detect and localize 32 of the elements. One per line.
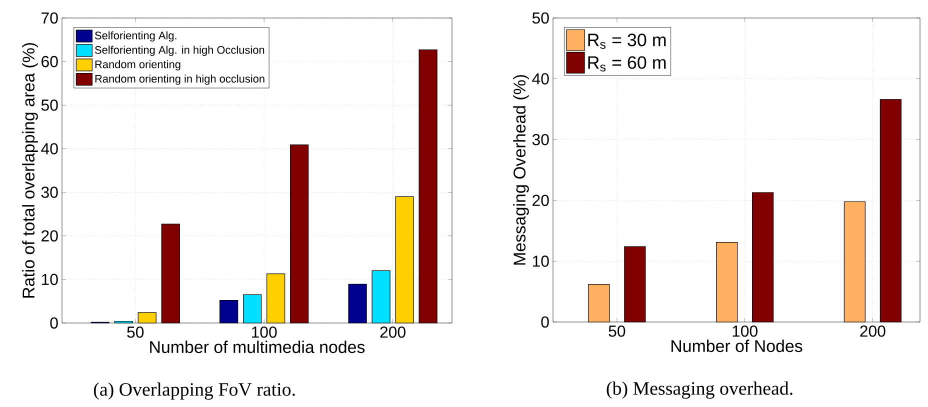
y-tick-label: 50 [532, 12, 549, 24]
x-tick-label: 50 [127, 326, 144, 338]
legend-label: Selforienting Alg. in high Occlusion [94, 46, 264, 56]
y-tick-label: 30 [41, 186, 58, 198]
x-axis-title: Number of multimedia nodes [150, 340, 365, 354]
y-tick-label: 0 [50, 317, 58, 329]
y-tick-label: 20 [532, 194, 549, 206]
text: (b) Messaging overhead. [606, 382, 792, 399]
x-tick-label: 200 [380, 326, 406, 338]
x-tick-label: 200 [860, 326, 886, 337]
x-axis-title: Number of Nodes [672, 340, 802, 352]
y-tick-label: 70 [42, 12, 58, 24]
legend-label: R$_{s}$ = 60 m [588, 56, 666, 72]
y-tick-label: 10 [42, 274, 58, 286]
y-tick-label: 40 [532, 73, 549, 84]
text: (a) Overlapping FoV ratio. [94, 382, 295, 400]
y-tick-label: 20 [42, 230, 58, 242]
y-axis-title: Messaging Overhead (%) [513, 75, 529, 265]
y-tick-label: 60 [42, 56, 58, 68]
y-tick-label: 30 [532, 134, 549, 146]
legend-label: R$_{s}$ = 30 m [588, 34, 666, 49]
legend-label: Random orienting in high occlusion [95, 74, 264, 85]
legend-label: Random orienting [95, 60, 180, 70]
x-tick-label: 100 [252, 326, 277, 338]
y-tick-label: 0 [541, 316, 549, 328]
y-axis-title: Ratio of total overlapping area (%) [22, 43, 38, 298]
x-tick-label: 100 [732, 326, 758, 337]
legend-label: Selforienting Alg. [94, 31, 176, 42]
x-tick-label: 50 [608, 326, 626, 337]
y-tick-label: 10 [532, 256, 549, 267]
y-tick-label: 40 [41, 143, 58, 154]
y-tick-label: 50 [41, 100, 58, 111]
